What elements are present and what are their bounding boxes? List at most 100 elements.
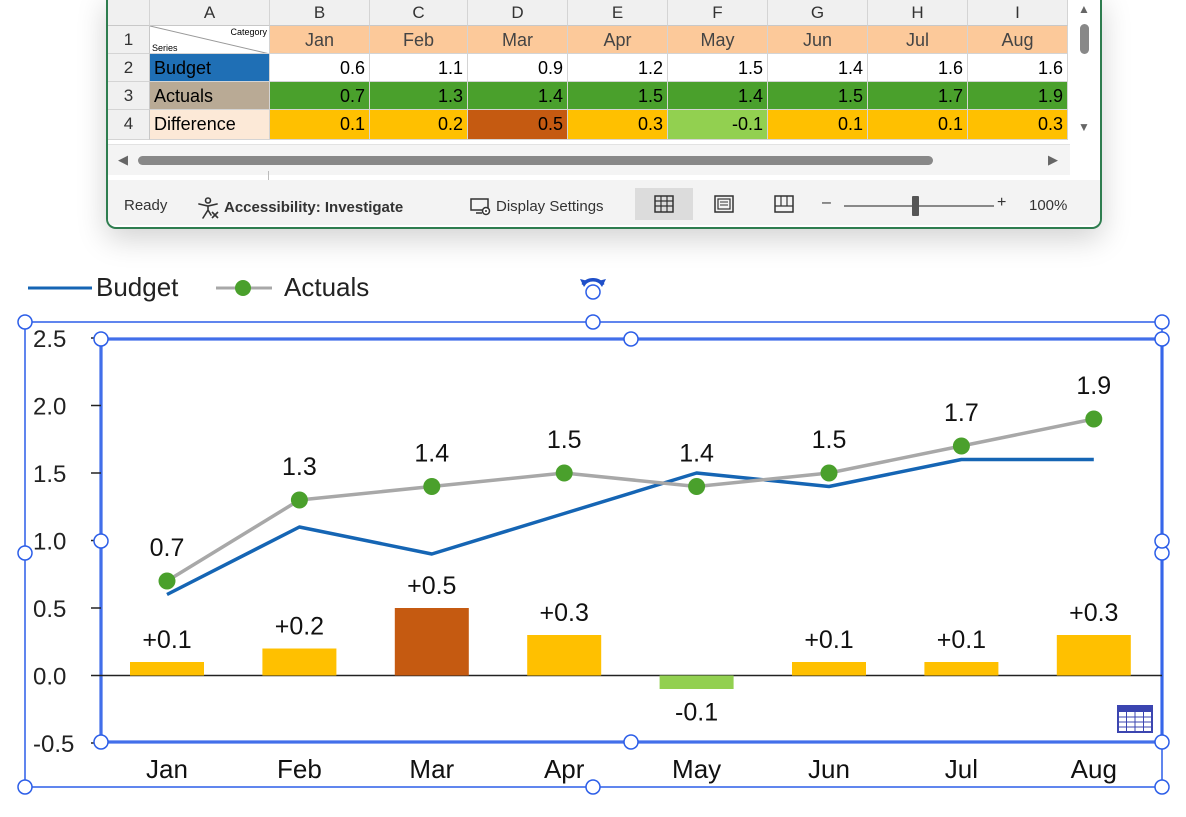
plot-resize-handle[interactable] bbox=[1154, 734, 1170, 750]
spreadsheet-grid[interactable]: A B C D E F G H I 1 2 3 4 Category Series Jan Feb Mar Apr M… bbox=[108, 0, 1068, 141]
horizontal-scroll-thumb[interactable] bbox=[138, 156, 933, 165]
actuals-marker[interactable] bbox=[290, 491, 308, 509]
cell-difference-value[interactable]: 0.5 bbox=[468, 110, 568, 140]
horizontal-scrollbar[interactable]: ◀ ▶ bbox=[108, 144, 1070, 185]
difference-bar[interactable] bbox=[262, 648, 337, 676]
cell-month-header[interactable]: Apr bbox=[568, 26, 668, 54]
difference-bar[interactable] bbox=[924, 662, 999, 676]
cell-budget-value[interactable]: 1.4 bbox=[768, 54, 868, 82]
zoom-slider-thumb[interactable] bbox=[912, 196, 919, 216]
plot-resize-handle[interactable] bbox=[623, 734, 639, 750]
cell-budget-value[interactable]: 1.6 bbox=[868, 54, 968, 82]
column-header-g[interactable]: G bbox=[768, 0, 868, 26]
actuals-series-line[interactable] bbox=[166, 417, 1095, 583]
cell-actuals-value[interactable]: 1.5 bbox=[568, 82, 668, 110]
column-header-d[interactable]: D bbox=[468, 0, 568, 26]
plot-resize-handle[interactable] bbox=[93, 533, 109, 549]
vertical-scroll-thumb[interactable] bbox=[1080, 24, 1089, 54]
chart-resize-handle[interactable] bbox=[1154, 314, 1170, 330]
chart-resize-handle[interactable] bbox=[17, 314, 33, 330]
actuals-marker[interactable] bbox=[555, 464, 573, 482]
zoom-out-button[interactable]: – bbox=[822, 194, 831, 211]
cell-budget-value[interactable]: 1.6 bbox=[968, 54, 1068, 82]
column-header-i[interactable]: I bbox=[968, 0, 1068, 26]
cell-difference-value[interactable]: 0.3 bbox=[568, 110, 668, 140]
data-table-icon[interactable] bbox=[1117, 705, 1153, 733]
scroll-up-icon[interactable]: ▲ bbox=[1078, 2, 1090, 16]
column-header-h[interactable]: H bbox=[868, 0, 968, 26]
column-header-f[interactable]: F bbox=[668, 0, 768, 26]
select-all-corner[interactable] bbox=[108, 0, 150, 26]
cell-difference-value[interactable]: 0.3 bbox=[968, 110, 1068, 140]
cell-actuals-value[interactable]: 1.3 bbox=[370, 82, 468, 110]
cell-budget-value[interactable]: 1.2 bbox=[568, 54, 668, 82]
difference-bar[interactable] bbox=[394, 608, 469, 676]
cell-month-header[interactable]: Jan bbox=[270, 26, 370, 54]
chart-resize-handle[interactable] bbox=[17, 545, 33, 561]
cell-month-header[interactable]: Aug bbox=[968, 26, 1068, 54]
row-header-3[interactable]: 3 bbox=[108, 82, 150, 110]
row-header-2[interactable]: 2 bbox=[108, 54, 150, 82]
legend-item-actuals[interactable]: Actuals bbox=[214, 272, 369, 303]
plot-resize-handle[interactable] bbox=[1154, 533, 1170, 549]
column-header-e[interactable]: E bbox=[568, 0, 668, 26]
rotate-handle[interactable] bbox=[585, 284, 601, 300]
scroll-right-icon[interactable]: ▶ bbox=[1048, 152, 1058, 167]
plot-resize-handle[interactable] bbox=[1154, 331, 1170, 347]
cell-difference-value[interactable]: 0.2 bbox=[370, 110, 468, 140]
cell-month-header[interactable]: Jun bbox=[768, 26, 868, 54]
cell-budget-value[interactable]: 0.6 bbox=[270, 54, 370, 82]
normal-view-button[interactable] bbox=[635, 188, 693, 220]
actuals-marker[interactable] bbox=[423, 478, 441, 495]
cell-month-header[interactable]: Feb bbox=[370, 26, 468, 54]
cell-actuals-value[interactable]: 1.5 bbox=[768, 82, 868, 110]
zoom-level[interactable]: 100% bbox=[1029, 197, 1068, 214]
scroll-down-icon[interactable]: ▼ bbox=[1078, 120, 1090, 134]
row-header-1[interactable]: 1 bbox=[108, 26, 150, 54]
vertical-scrollbar[interactable]: ▲ ▼ bbox=[1070, 0, 1098, 143]
cell-actuals-value[interactable]: 1.7 bbox=[868, 82, 968, 110]
cell-difference-value[interactable]: 0.1 bbox=[270, 110, 370, 140]
page-break-view-button[interactable] bbox=[755, 188, 813, 220]
difference-bar[interactable] bbox=[792, 662, 866, 676]
cell-month-header[interactable]: May bbox=[668, 26, 768, 54]
cell-series-label-difference[interactable]: Difference bbox=[150, 110, 270, 140]
cell-actuals-value[interactable]: 1.4 bbox=[668, 82, 768, 110]
plot-area-frame[interactable] bbox=[100, 338, 1163, 743]
cell-difference-value[interactable]: 0.1 bbox=[768, 110, 868, 140]
cell-actuals-value[interactable]: 0.7 bbox=[270, 82, 370, 110]
plot-resize-handle[interactable] bbox=[93, 734, 109, 750]
column-header-a[interactable]: A bbox=[150, 0, 270, 26]
scroll-left-icon[interactable]: ◀ bbox=[118, 152, 128, 167]
actuals-marker[interactable] bbox=[820, 464, 838, 482]
chart-resize-handle[interactable] bbox=[585, 314, 601, 330]
accessibility-status[interactable]: Accessibility: Investigate bbox=[196, 197, 403, 219]
page-layout-view-button[interactable] bbox=[695, 188, 753, 220]
actuals-marker[interactable] bbox=[1085, 410, 1103, 428]
actuals-marker[interactable] bbox=[688, 478, 706, 495]
budget-series-line[interactable] bbox=[166, 457, 1094, 597]
actuals-marker[interactable] bbox=[952, 437, 970, 455]
cell-a1-header[interactable]: Category Series bbox=[150, 26, 270, 54]
actuals-marker[interactable] bbox=[158, 572, 176, 590]
row-header-4[interactable]: 4 bbox=[108, 110, 150, 140]
cell-series-label-budget[interactable]: Budget bbox=[150, 54, 270, 82]
cell-actuals-value[interactable]: 1.4 bbox=[468, 82, 568, 110]
cell-month-header[interactable]: Mar bbox=[468, 26, 568, 54]
difference-bar[interactable] bbox=[659, 675, 734, 690]
column-header-b[interactable]: B bbox=[270, 0, 370, 26]
column-header-c[interactable]: C bbox=[370, 0, 468, 26]
difference-bar[interactable] bbox=[130, 662, 204, 676]
chart-resize-handle[interactable] bbox=[585, 779, 601, 795]
difference-bar[interactable] bbox=[527, 635, 602, 676]
chart-resize-handle[interactable] bbox=[17, 779, 33, 795]
chart-area-frame[interactable] bbox=[24, 321, 1163, 788]
zoom-slider[interactable] bbox=[844, 205, 994, 207]
cell-actuals-value[interactable]: 1.9 bbox=[968, 82, 1068, 110]
cell-series-label-actuals[interactable]: Actuals bbox=[150, 82, 270, 110]
cell-budget-value[interactable]: 0.9 bbox=[468, 54, 568, 82]
display-settings-button[interactable]: Display Settings bbox=[470, 197, 604, 217]
cell-month-header[interactable]: Jul bbox=[868, 26, 968, 54]
plot-resize-handle[interactable] bbox=[93, 331, 109, 347]
